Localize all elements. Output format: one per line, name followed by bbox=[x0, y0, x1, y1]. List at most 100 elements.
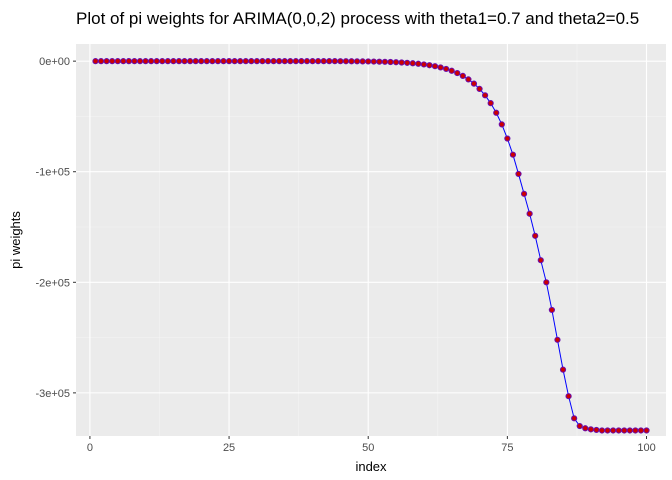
data-point bbox=[637, 427, 645, 434]
data-point bbox=[598, 427, 606, 434]
minor-gridlines bbox=[76, 44, 666, 436]
data-point bbox=[292, 58, 299, 65]
data-point bbox=[159, 58, 166, 65]
data-point bbox=[604, 427, 611, 434]
data-point bbox=[448, 67, 455, 74]
data-point bbox=[125, 58, 132, 65]
data-point bbox=[626, 427, 633, 434]
data-point bbox=[387, 58, 394, 66]
data-point bbox=[370, 58, 377, 65]
data-point bbox=[493, 109, 500, 116]
data-point bbox=[515, 170, 522, 178]
data-point bbox=[309, 58, 316, 65]
data-point bbox=[443, 65, 450, 73]
data-point bbox=[298, 58, 305, 65]
data-point bbox=[348, 58, 355, 65]
data-point bbox=[381, 58, 389, 65]
data-point bbox=[615, 427, 622, 434]
axis-ticks: 0 25 50 75 100 0e+00 -1e+05 -2e+05 -3e+05 bbox=[35, 56, 655, 454]
data-point bbox=[97, 58, 105, 65]
y-tick-label: -3e+05 bbox=[35, 388, 70, 400]
data-point bbox=[571, 415, 578, 422]
data-point bbox=[164, 58, 171, 65]
data-point bbox=[476, 85, 483, 92]
data-point bbox=[593, 426, 600, 434]
x-tick-label: 0 bbox=[87, 442, 93, 454]
data-point bbox=[225, 58, 233, 65]
data-point bbox=[326, 58, 333, 65]
x-axis-label: index bbox=[355, 459, 387, 474]
data-point bbox=[582, 425, 589, 432]
data-point bbox=[392, 59, 400, 66]
x-tick-label: 100 bbox=[637, 442, 655, 454]
data-point bbox=[621, 427, 628, 434]
data-point bbox=[153, 58, 160, 65]
y-tick-label: -2e+05 bbox=[35, 277, 70, 289]
data-point bbox=[175, 58, 183, 65]
y-axis-label: pi weights bbox=[8, 211, 23, 269]
data-point bbox=[610, 427, 617, 434]
data-point bbox=[270, 58, 277, 65]
data-point bbox=[454, 69, 461, 77]
data-point bbox=[487, 100, 494, 107]
data-point bbox=[320, 58, 327, 65]
data-point bbox=[209, 58, 216, 65]
data-point bbox=[103, 58, 110, 65]
data-point bbox=[576, 422, 583, 430]
data-point bbox=[404, 59, 411, 66]
data-point bbox=[537, 257, 544, 264]
data-point bbox=[632, 427, 639, 434]
series-pi-weights bbox=[92, 58, 650, 434]
data-point bbox=[543, 279, 550, 286]
data-point bbox=[237, 58, 244, 65]
x-tick-label: 75 bbox=[501, 442, 513, 454]
data-point bbox=[214, 58, 222, 65]
data-point bbox=[365, 58, 372, 65]
data-point bbox=[420, 61, 427, 68]
data-point bbox=[548, 306, 555, 314]
data-point bbox=[587, 426, 594, 433]
data-point bbox=[498, 121, 505, 128]
y-tick-label: 0e+00 bbox=[39, 56, 70, 68]
y-tick-label: -1e+05 bbox=[35, 167, 70, 179]
data-point bbox=[248, 58, 255, 65]
data-point bbox=[470, 80, 478, 87]
data-point bbox=[359, 58, 366, 65]
data-point bbox=[315, 58, 322, 65]
data-point bbox=[459, 72, 466, 80]
data-point bbox=[264, 58, 272, 65]
data-point bbox=[303, 58, 311, 65]
data-point bbox=[532, 232, 539, 239]
data-point bbox=[465, 76, 472, 83]
data-point bbox=[426, 62, 433, 69]
data-point bbox=[482, 92, 489, 99]
data-point bbox=[398, 59, 405, 66]
data-point bbox=[203, 58, 210, 65]
data-point bbox=[565, 393, 572, 400]
data-point bbox=[131, 58, 138, 65]
data-point bbox=[559, 366, 567, 373]
x-tick-label: 50 bbox=[362, 442, 374, 454]
data-point bbox=[148, 58, 155, 65]
data-point bbox=[281, 58, 288, 65]
data-point bbox=[554, 336, 561, 343]
data-point bbox=[409, 60, 416, 67]
data-point bbox=[287, 58, 294, 65]
data-point bbox=[220, 58, 227, 65]
data-point bbox=[437, 64, 444, 71]
data-point bbox=[231, 58, 238, 65]
data-point bbox=[187, 58, 194, 65]
data-point bbox=[120, 58, 127, 65]
data-point bbox=[170, 58, 177, 65]
data-point bbox=[142, 58, 149, 65]
data-point bbox=[504, 135, 511, 142]
data-point bbox=[415, 60, 422, 67]
data-point bbox=[276, 58, 283, 65]
data-point bbox=[242, 58, 249, 65]
data-point bbox=[376, 58, 383, 65]
data-point bbox=[198, 58, 205, 65]
data-point bbox=[109, 58, 116, 65]
chart-title: Plot of pi weights for ARIMA(0,0,2) proc… bbox=[76, 9, 639, 28]
data-point bbox=[643, 427, 650, 434]
data-point bbox=[136, 58, 144, 65]
